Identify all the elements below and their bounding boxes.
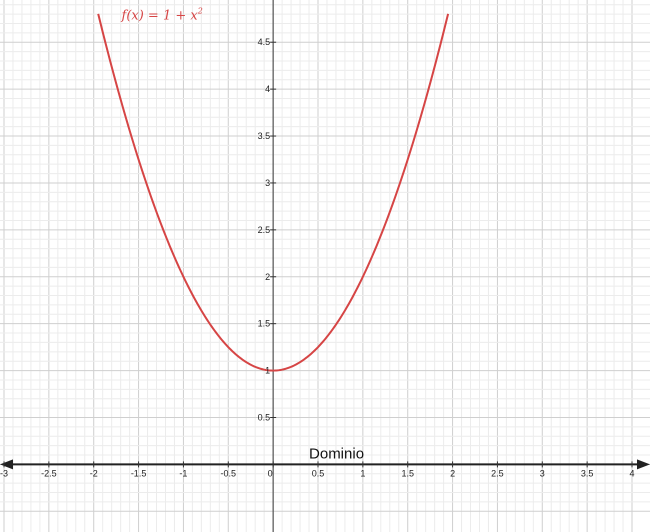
x-tick-label: 1.5 (401, 468, 414, 478)
y-tick-label: 3.5 (258, 131, 271, 141)
function-label-main: f(x) = 1 + x (121, 9, 199, 24)
x-tick-label: 2 (450, 468, 455, 478)
x-tick-label: -1.5 (131, 468, 147, 478)
labels: -3 -2.5 -2 -1.5 -1 -0.5 0 0.5 1 1.5 2 2.5 3 3.5 4 0.5 1 1… (0, 7, 635, 479)
x-tick-label: -2.5 (41, 468, 57, 478)
domain-arrow-right (637, 459, 650, 470)
y-tick-label: 4 (265, 84, 270, 94)
domain-label: Dominio (309, 445, 364, 462)
y-tick-label: 2.5 (258, 225, 271, 235)
x-tick-label: 0.5 (312, 468, 325, 478)
series-curve-0 (97, 13, 450, 372)
x-tick-label: 0 (268, 468, 273, 478)
x-tick-label: 3.5 (581, 468, 594, 478)
y-tick-label: 2 (265, 272, 270, 282)
x-tick-label: -1 (179, 468, 187, 478)
x-tick-label: -3 (0, 468, 8, 478)
x-tick-label: -0.5 (221, 468, 237, 478)
y-tick-label: 1.5 (258, 319, 271, 329)
x-tick-label: 2.5 (491, 468, 504, 478)
y-tick-label: 1 (265, 366, 270, 376)
y-tick-label: 4.5 (258, 37, 271, 47)
curve-layer (97, 13, 450, 372)
x-tick-label: 1 (360, 468, 365, 478)
function-label: f(x) = 1 + x2 (121, 7, 203, 24)
y-tick-label: 3 (265, 178, 270, 188)
x-tick-label: 3 (540, 468, 545, 478)
y-tick-label: 0.5 (258, 412, 271, 422)
x-tick-label: 4 (629, 468, 634, 478)
x-tick-label: -2 (90, 468, 98, 478)
domain-arrow-left (0, 459, 13, 470)
function-label-exponent: 2 (197, 7, 203, 16)
